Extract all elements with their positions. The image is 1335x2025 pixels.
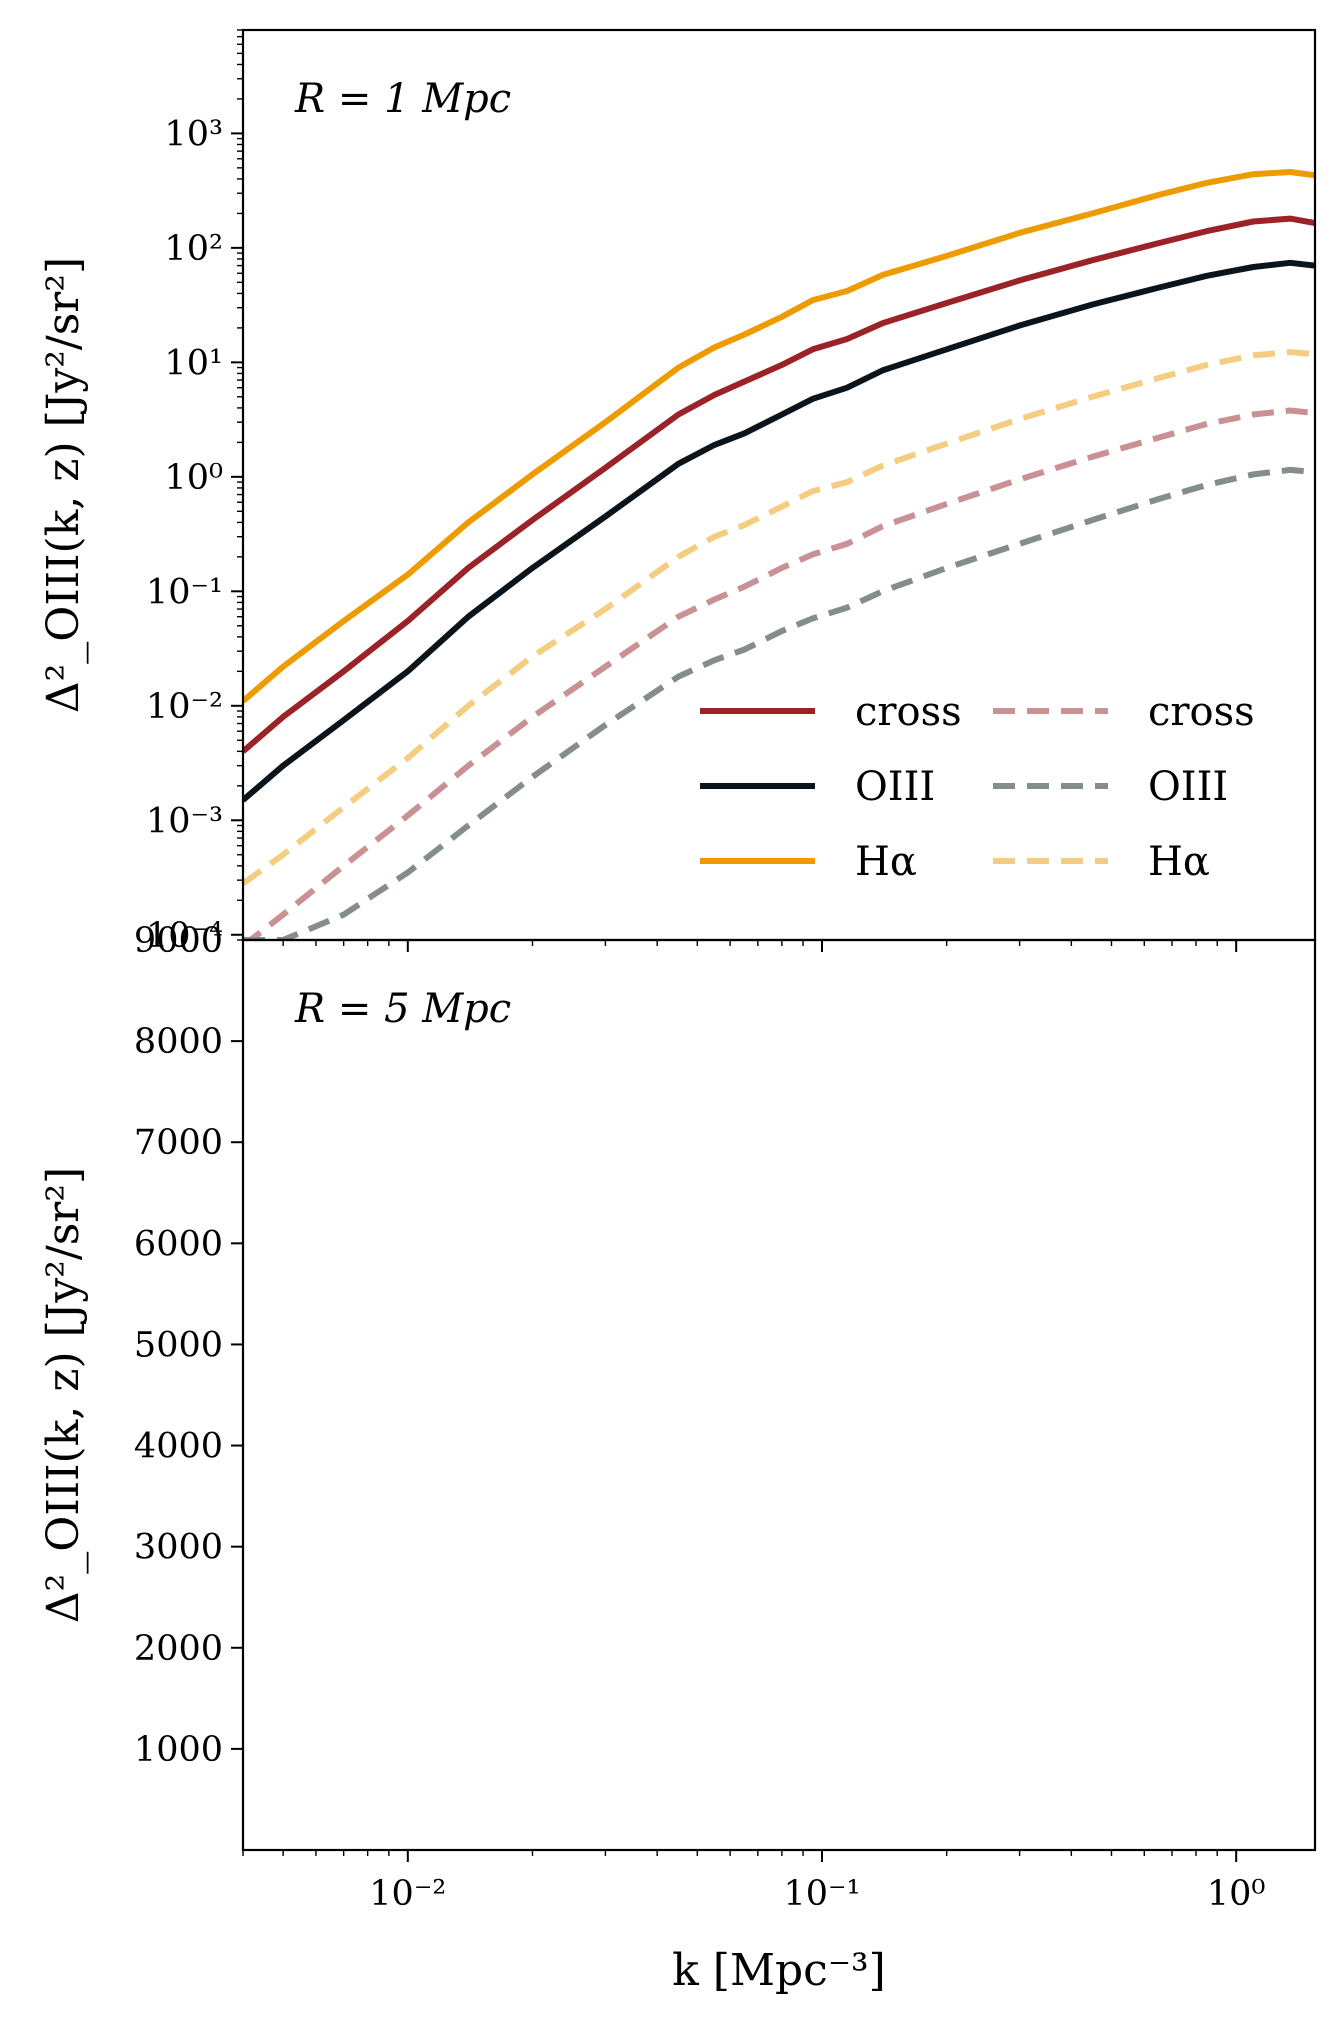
legend-label: Hα (1148, 839, 1210, 885)
top-y-axis-label: Δ²_OIII(k, z) [Jy²/sr²] (38, 257, 89, 713)
legend-label: cross (1148, 689, 1255, 735)
bottom-y-tick-label: 8000 (134, 1022, 223, 1062)
legend-label: Hα (855, 839, 917, 885)
legend-label: OIII (1148, 764, 1228, 810)
legend: cross OIII Hα cross OIII Hα (700, 689, 1255, 885)
bottom-y-tick-label: 4000 (134, 1427, 223, 1467)
top-y-tick-label: 10¹ (164, 343, 223, 383)
bottom-y-tick-label: 1000 (134, 1730, 223, 1770)
series-line-dashed-3 (245, 407, 1315, 940)
bottom-y-tick-label: 3000 (134, 1528, 223, 1568)
top-y-tick-label: 9000 (134, 921, 223, 961)
series-line-solid-0 (243, 215, 1315, 754)
series-line-dashed-4 (243, 466, 1315, 940)
top-x-ticks (242, 940, 1238, 952)
top-y-tick-label: 10⁰ (164, 458, 223, 498)
top-y-tick-label: 10⁻⁴ (146, 916, 223, 956)
top-y-tick-label: 10⁻² (146, 687, 223, 727)
bottom-panel-annotation: R = 5 Mpc (294, 986, 511, 1032)
x-tick-label: 10⁰ (1207, 1874, 1266, 1914)
x-tick-label: 10⁻¹ (783, 1874, 860, 1914)
x-axis-label: k [Mpc⁻³] (672, 1945, 886, 1996)
series-line-solid-2 (243, 169, 1315, 704)
top-y-tick-label: 10⁻¹ (146, 572, 223, 612)
bottom-y-tick-label: 2000 (134, 1629, 223, 1669)
legend-label: cross (855, 689, 962, 735)
top-panel-annotation: R = 1 Mpc (294, 76, 511, 122)
top-y-tick-label: 10² (164, 229, 223, 269)
top-y-tick-label: 10⁻³ (146, 801, 223, 841)
bottom-x-ticks: 10⁻² 10⁻¹ 10⁰ (242, 1850, 1266, 1914)
bottom-y-tick-label: 7000 (134, 1123, 223, 1163)
series-line-dashed-5 (243, 349, 1315, 887)
legend-label: OIII (855, 764, 935, 810)
top-lines (243, 169, 1315, 940)
bottom-plot-frame (241, 938, 1317, 1852)
bottom-y-tick-label: 5000 (134, 1325, 223, 1365)
bottom-y-tick-label: 6000 (134, 1224, 223, 1264)
top-y-tick-label: 10³ (164, 114, 223, 154)
bottom-y-axis-label: Δ²_OIII(k, z) [Jy²/sr²] (38, 1167, 89, 1623)
series-line-solid-1 (243, 259, 1315, 803)
x-tick-label: 10⁻² (369, 1874, 446, 1914)
bottom-y-ticks: 1000 2000 3000 4000 5000 6000 7000 8000 (134, 1022, 243, 1770)
